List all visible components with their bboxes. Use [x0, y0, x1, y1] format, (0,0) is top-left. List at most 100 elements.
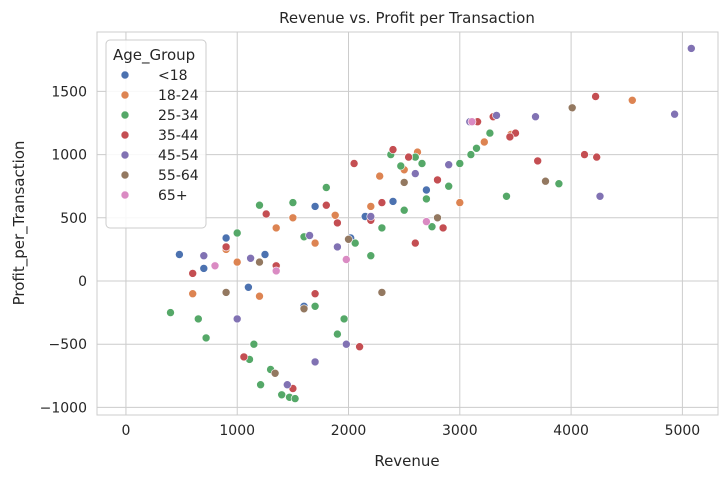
legend-item: 25-34 — [120, 108, 199, 124]
scatter-point — [246, 253, 255, 263]
scatter-point — [249, 339, 259, 349]
scatter-point — [341, 255, 351, 264]
scatter-point — [355, 342, 364, 352]
scatter-point — [410, 238, 420, 248]
legend-item: <18 — [120, 68, 188, 84]
scatter-point — [221, 288, 231, 297]
scatter-point — [377, 288, 387, 297]
scatter-point — [344, 235, 353, 244]
scatter-point — [199, 264, 209, 273]
series-5 — [221, 103, 577, 378]
scatter-point — [567, 103, 577, 113]
scatter-point — [388, 197, 398, 206]
scatter-point — [221, 233, 231, 243]
x-tick-label: 1000 — [219, 423, 255, 439]
scatter-point — [290, 394, 300, 403]
scatter-point — [466, 150, 476, 159]
scatter-point — [310, 202, 320, 211]
scatter-point — [422, 194, 431, 204]
y-tick-label: 500 — [60, 211, 87, 227]
scatter-point — [410, 169, 420, 178]
scatter-point — [399, 205, 409, 215]
scatter-point — [433, 175, 442, 185]
scatter-point — [339, 314, 349, 324]
scatter-point — [232, 314, 242, 324]
legend-label: 45-54 — [158, 148, 199, 164]
scatter-point — [377, 223, 387, 233]
x-tick-label: 4000 — [553, 423, 589, 439]
legend-box — [105, 39, 207, 229]
scatter-point — [210, 261, 220, 271]
scatter-point — [377, 198, 387, 207]
scatter-point — [255, 291, 264, 301]
legend-label: 55-64 — [158, 168, 199, 184]
legend-marker — [120, 90, 130, 100]
scatter-point — [239, 352, 249, 362]
scatter-point — [333, 218, 342, 228]
scatter-point — [310, 301, 320, 311]
series-3 — [188, 92, 602, 393]
y-tick-label: −500 — [49, 337, 87, 353]
scatter-point — [255, 257, 264, 267]
x-tick-label: 5000 — [665, 423, 701, 439]
scatter-point — [232, 228, 242, 238]
scatter-point — [232, 257, 242, 267]
scatter-point — [444, 160, 454, 169]
scatter-point — [201, 333, 211, 343]
scatter-point — [282, 380, 292, 390]
scatter-point — [422, 185, 431, 195]
scatter-point — [271, 266, 281, 276]
legend-title: Age_Group — [113, 46, 195, 65]
scatter-point — [417, 159, 427, 168]
x-axis-label: Revenue — [374, 452, 439, 470]
scatter-point — [670, 109, 679, 119]
scatter-point — [188, 289, 197, 299]
scatter-point — [255, 200, 264, 210]
scatter-point — [427, 222, 437, 231]
scatter-point — [375, 171, 385, 181]
scatter-point — [627, 96, 637, 105]
scatter-point — [399, 178, 409, 187]
scatter-point — [433, 213, 442, 223]
scatter-point — [455, 159, 465, 168]
scatter-point — [321, 200, 331, 210]
series-4 — [199, 44, 696, 390]
y-axis-label: Profit_per_Transaction — [10, 141, 29, 306]
scatter-point — [188, 269, 197, 278]
scatter-point — [288, 213, 298, 223]
scatter-point — [194, 314, 203, 324]
legend-marker — [120, 170, 130, 180]
y-tick-label: 1500 — [51, 84, 87, 100]
scatter-point — [305, 231, 314, 240]
scatter-point — [310, 289, 320, 299]
scatter-point — [277, 390, 287, 400]
legend-label: 18-24 — [158, 88, 199, 104]
scatter-point — [366, 202, 376, 211]
legend-item: 55-64 — [120, 168, 199, 184]
legend-item: 18-24 — [120, 88, 199, 104]
scatter-point — [438, 223, 448, 233]
scatter-point — [533, 156, 543, 166]
scatter-point — [472, 144, 481, 153]
scatter-point — [505, 132, 515, 142]
scatter-point — [492, 111, 501, 120]
scatter-point — [366, 251, 376, 260]
scatter-point — [422, 217, 431, 226]
legend-marker — [120, 190, 130, 200]
scatter-point — [686, 44, 696, 53]
scatter-point — [404, 152, 413, 162]
legend-marker — [120, 110, 130, 120]
scatter-point — [321, 183, 331, 192]
x-tick-label: 0 — [121, 423, 130, 439]
y-tick-label: 0 — [78, 274, 87, 290]
scatter-point — [541, 176, 550, 186]
legend-label: 35-44 — [158, 128, 199, 144]
scatter-point — [349, 159, 359, 168]
scatter-point — [388, 145, 398, 154]
scatter-point — [261, 209, 271, 219]
scatter-point — [299, 304, 309, 314]
scatter-point — [199, 251, 209, 260]
legend-marker — [120, 70, 130, 80]
scatter-point — [366, 212, 376, 221]
